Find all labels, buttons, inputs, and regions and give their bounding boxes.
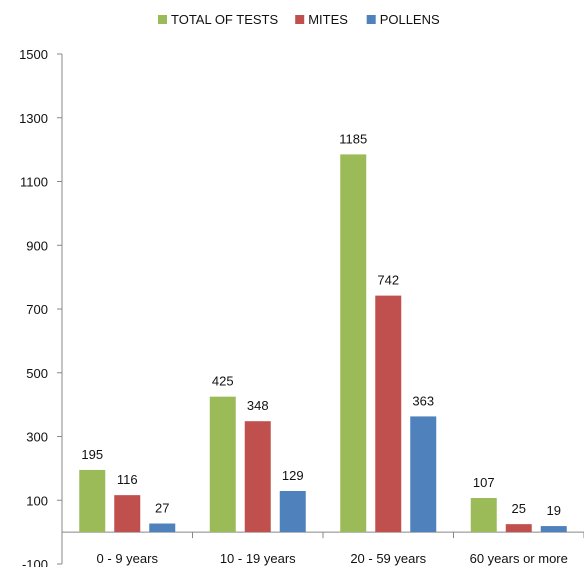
data-labels: 195 116 27 425 348 129 1185 742 363 107 25 19 xyxy=(81,131,561,518)
legend-swatch xyxy=(295,15,304,24)
bar xyxy=(245,421,271,532)
y-tick-label: 1500 xyxy=(19,47,48,62)
data-label: 363 xyxy=(412,393,434,408)
bar xyxy=(340,154,366,532)
bar xyxy=(280,491,306,532)
bar xyxy=(375,296,401,533)
y-tick-label: 500 xyxy=(26,366,48,381)
y-tick-label: 300 xyxy=(26,430,48,445)
x-category-label: 0 - 9 years xyxy=(97,551,159,566)
bar xyxy=(149,524,175,533)
data-label: 425 xyxy=(212,374,234,389)
x-category-label: 20 - 59 years xyxy=(350,551,426,566)
bar xyxy=(410,416,436,532)
legend-swatch xyxy=(367,15,376,24)
bar xyxy=(471,498,497,532)
y-tick-label: 700 xyxy=(26,302,48,317)
y-tick-label: 1300 xyxy=(19,111,48,126)
data-label: 116 xyxy=(117,472,138,487)
data-label: 107 xyxy=(473,475,495,490)
legend: TOTAL OF TESTS MITES POLLENS xyxy=(158,12,440,27)
bar xyxy=(210,397,236,532)
y-axis: -100 100 300 500 700 900 1100 1300 1500 xyxy=(19,47,62,567)
bar xyxy=(79,470,105,532)
y-tick-label: -100 xyxy=(22,557,48,567)
legend-label: POLLENS xyxy=(380,12,440,27)
data-label: 195 xyxy=(81,447,103,462)
bar xyxy=(506,524,532,532)
legend-swatch xyxy=(158,15,167,24)
y-tick-label: 1100 xyxy=(20,175,48,190)
data-label: 1185 xyxy=(339,131,367,146)
bar xyxy=(114,495,140,532)
data-label: 27 xyxy=(155,501,169,516)
data-label: 129 xyxy=(282,468,304,483)
data-label: 742 xyxy=(377,273,399,288)
x-category-label: 10 - 19 years xyxy=(220,551,296,566)
legend-label: MITES xyxy=(308,12,348,27)
legend-label: TOTAL OF TESTS xyxy=(171,12,278,27)
x-category-label: 60 years or more xyxy=(470,551,568,566)
y-tick-label: 100 xyxy=(26,493,48,508)
bar xyxy=(541,526,567,532)
x-axis: 0 - 9 years 10 - 19 years 20 - 59 years 60 … xyxy=(62,532,584,566)
data-label: 348 xyxy=(247,398,269,413)
data-label: 25 xyxy=(512,501,526,516)
y-tick-label: 900 xyxy=(26,238,48,253)
data-label: 19 xyxy=(547,503,561,518)
